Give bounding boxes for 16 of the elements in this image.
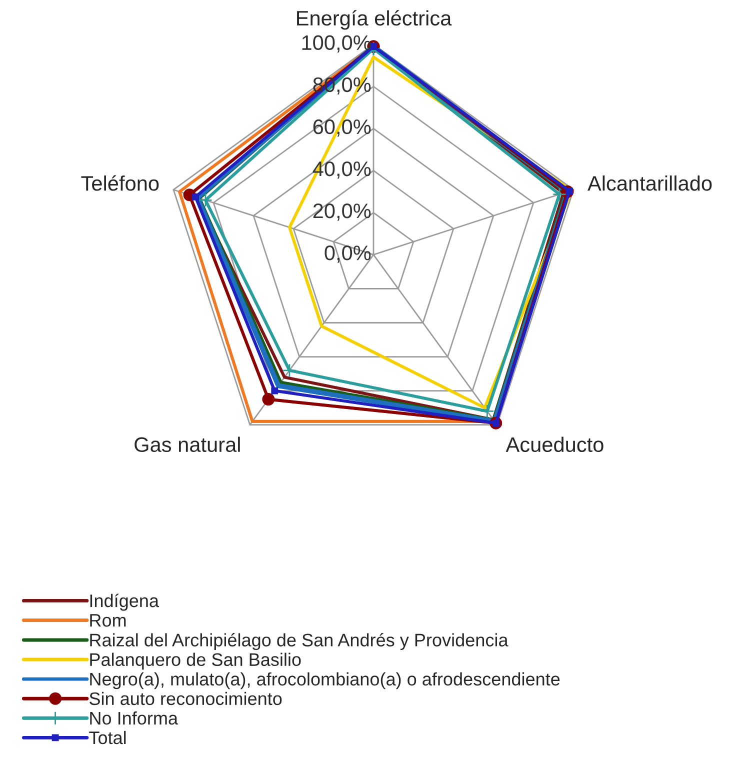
legend-label: Palanquero de San Basilio (90, 652, 301, 670)
legend-label: Negro(a), mulato(a), afrocolombiano(a) o afrodescendiente (90, 672, 560, 690)
legend-label: Raizal del Archipiélago de San Andrés y Providencia (90, 633, 508, 650)
spoke-label: Energía eléctrica (297, 10, 452, 30)
legend-label: No Informa (90, 711, 178, 725)
y-tick-label: 0,0% (324, 246, 371, 263)
legend-label: Rom (90, 614, 126, 627)
y-tick-label: 100,0% (302, 35, 371, 52)
legend-label: Sin auto reconocimiento (90, 692, 282, 706)
spoke-label: Alcantarillado (588, 175, 712, 191)
spoke-label: Teléfono (81, 175, 159, 191)
legend-label: Total (89, 730, 126, 744)
spoke-label: Gas natural (134, 436, 240, 452)
legend-label: Indígena (90, 594, 159, 611)
spoke-label: Acueducto (506, 436, 604, 452)
y-tick-label: 20,0% (313, 204, 371, 221)
